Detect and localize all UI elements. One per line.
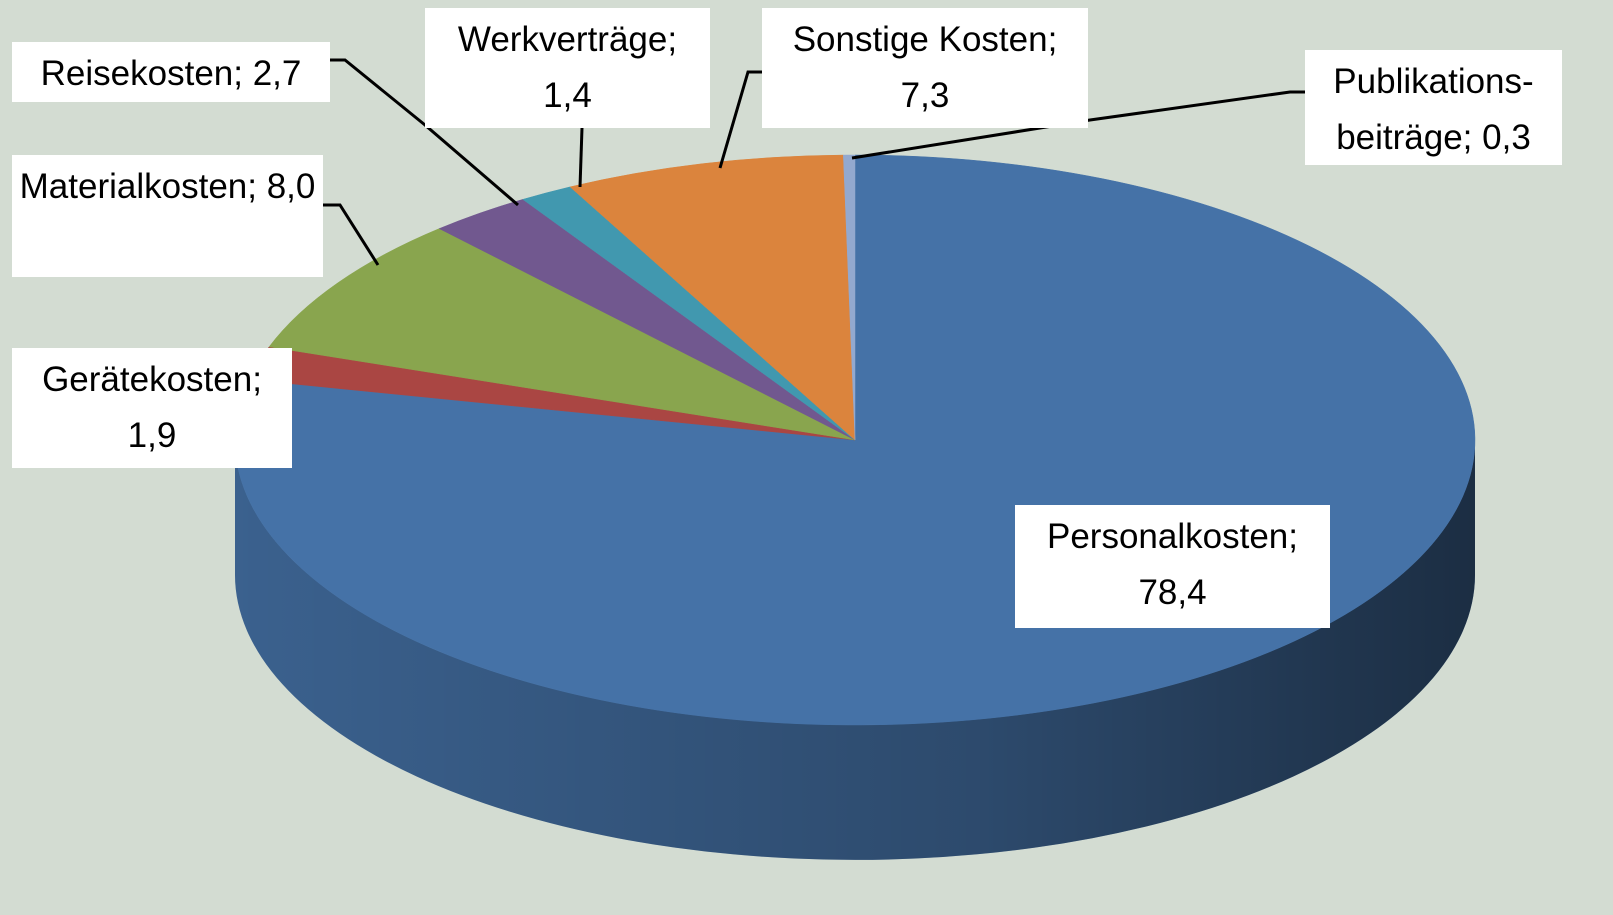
label-value: 78,4 xyxy=(1138,573,1207,612)
leader-line xyxy=(851,90,1305,160)
data-label: Sonstige Kosten; 7,3 xyxy=(762,8,1088,128)
pie-tops xyxy=(234,154,1476,726)
leader-line xyxy=(578,127,584,188)
data-label: Werkverträge; 1,4 xyxy=(425,8,710,128)
leader-line xyxy=(330,58,519,207)
pie-sides xyxy=(235,440,1475,860)
pie-slice xyxy=(843,154,856,441)
pie-slice xyxy=(268,228,856,441)
label-value: 0,3 xyxy=(1482,118,1531,157)
leader-line xyxy=(718,70,762,169)
leader-line xyxy=(323,203,380,266)
label-category: Reisekosten; xyxy=(40,54,243,93)
label-value: 1,4 xyxy=(543,76,592,115)
label-category: Materialkosten; xyxy=(19,167,257,206)
label-value: 1,9 xyxy=(127,416,177,455)
label-category: Publikations-beiträge; xyxy=(1333,62,1534,157)
label-value: 8,0 xyxy=(266,167,316,206)
data-label: Gerätekosten; 1,9 xyxy=(12,348,292,468)
slice-side-shade xyxy=(235,440,1475,860)
data-label: Publikations-beiträge; 0,3 xyxy=(1305,50,1562,165)
label-category: Werkverträge; xyxy=(457,20,678,59)
data-label: Materialkosten; 8,0 xyxy=(12,155,323,277)
data-label: Personalkosten; 78,4 xyxy=(1015,505,1330,628)
label-category: Sonstige Kosten; xyxy=(792,20,1058,59)
pie-slice xyxy=(569,154,856,441)
label-value: 2,7 xyxy=(252,54,302,93)
data-label: Reisekosten; 2,7 xyxy=(12,42,330,102)
label-category: Gerätekosten; xyxy=(42,360,262,399)
label-category: Personalkosten; xyxy=(1047,517,1298,556)
label-value: 7,3 xyxy=(900,76,950,115)
